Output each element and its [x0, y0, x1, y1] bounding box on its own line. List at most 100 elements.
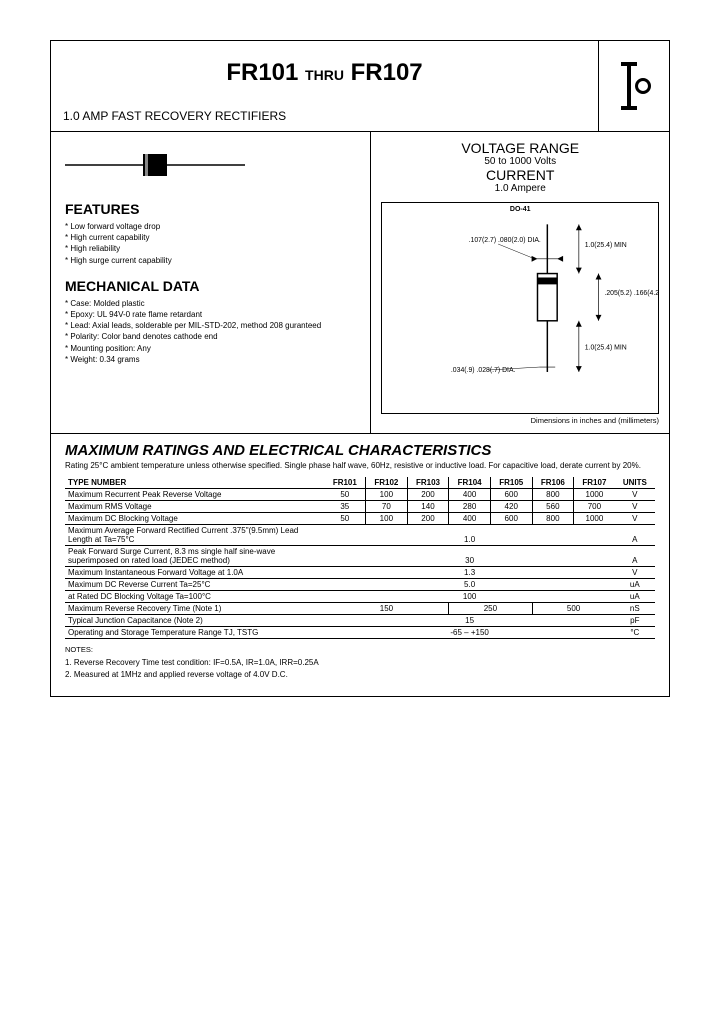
mech-item: Lead: Axial leads, solderable per MIL-ST… [65, 320, 356, 331]
row-value: 1000 [574, 513, 615, 525]
ratings-table: TYPE NUMBER FR101 FR102 FR103 FR104 FR10… [65, 477, 655, 639]
table-row: Maximum RMS Voltage3570140280420560700V [65, 501, 655, 513]
features-title: FEATURES [65, 201, 356, 217]
table-row: Peak Forward Surge Current, 8.3 ms singl… [65, 546, 655, 567]
row-unit: A [615, 546, 655, 567]
col-fr101: FR101 [325, 477, 366, 489]
row-label: Maximum Instantaneous Forward Voltage at… [65, 567, 325, 579]
feature-item: High reliability [65, 243, 356, 254]
title-right: FR107 [351, 59, 423, 86]
row-label: Maximum Average Forward Rectified Curren… [65, 525, 325, 546]
row-value-center: 100 [325, 591, 615, 603]
col-fr105: FR105 [490, 477, 532, 489]
row-value: 50 [325, 489, 366, 501]
dimension-note: Dimensions in inches and (millimeters) [381, 416, 659, 425]
row-value-span: 150 [325, 603, 449, 615]
row-unit: V [615, 501, 655, 513]
row-unit: uA [615, 579, 655, 591]
row-value: 35 [325, 501, 366, 513]
mechanical-title: MECHANICAL DATA [65, 278, 356, 294]
table-row: Operating and Storage Temperature Range … [65, 627, 655, 639]
row-value: 560 [532, 501, 574, 513]
table-row: Typical Junction Capacitance (Note 2)15p… [65, 615, 655, 627]
row-value-center: -65 – +150 [325, 627, 615, 639]
package-outline-diagram: DO-41 1.0(25.4) MIN .205(5.2 [381, 202, 659, 414]
row-value-span: 500 [532, 603, 615, 615]
current-text: 1.0 Ampere [381, 183, 659, 194]
note-item: 2. Measured at 1MHz and applied reverse … [65, 670, 655, 679]
table-header-row: TYPE NUMBER FR101 FR102 FR103 FR104 FR10… [65, 477, 655, 489]
voltage-range-block: VOLTAGE RANGE 50 to 1000 Volts CURRENT 1… [381, 140, 659, 194]
row-value-center: 1.3 [325, 567, 615, 579]
row-label: Maximum Reverse Recovery Time (Note 1) [65, 603, 325, 615]
row-unit: V [615, 513, 655, 525]
mech-item: Case: Molded plastic [65, 298, 356, 309]
voltage-column: VOLTAGE RANGE 50 to 1000 Volts CURRENT 1… [371, 132, 669, 433]
dim-dia2: .034(.9) .028(.7) DIA. [451, 367, 516, 374]
notes-title: NOTES: [65, 645, 655, 654]
row-label: Maximum DC Blocking Voltage [65, 513, 325, 525]
col-fr104: FR104 [449, 477, 491, 489]
table-row: at Rated DC Blocking Voltage Ta=100°C100… [65, 591, 655, 603]
col-fr103: FR103 [407, 477, 449, 489]
row-value-center: 15 [325, 615, 615, 627]
row-value: 400 [449, 513, 491, 525]
row-value: 200 [407, 489, 449, 501]
table-row: Maximum DC Blocking Voltage5010020040060… [65, 513, 655, 525]
diode-symbol-icon [65, 150, 245, 180]
note-item: 1. Reverse Recovery Time test condition:… [65, 658, 655, 667]
row-value: 800 [532, 489, 574, 501]
row-unit: V [615, 489, 655, 501]
row-value: 400 [449, 489, 491, 501]
col-units: UNITS [615, 477, 655, 489]
dim-body: .205(5.2) .166(4.2) [605, 290, 658, 297]
row-value: 280 [449, 501, 491, 513]
table-row: Maximum Average Forward Rectified Curren… [65, 525, 655, 546]
row-value: 800 [532, 513, 574, 525]
row-unit: V [615, 567, 655, 579]
row-value: 100 [366, 513, 408, 525]
row-value-center: 1.0 [325, 525, 615, 546]
feature-item: Low forward voltage drop [65, 221, 356, 232]
datasheet-page: FR101 THRU FR107 1.0 AMP FAST RECOVERY R… [50, 40, 670, 697]
row-value-span: 250 [449, 603, 532, 615]
ratings-note: Rating 25°C ambient temperature unless o… [65, 461, 655, 471]
mech-item: Epoxy: UL 94V-0 rate flame retardant [65, 309, 356, 320]
row-unit: uA [615, 591, 655, 603]
header: FR101 THRU FR107 1.0 AMP FAST RECOVERY R… [51, 41, 669, 132]
row-unit: °C [615, 627, 655, 639]
row-value: 50 [325, 513, 366, 525]
table-row: Maximum Reverse Recovery Time (Note 1)15… [65, 603, 655, 615]
manufacturer-logo [598, 41, 669, 131]
row-value: 1000 [574, 489, 615, 501]
ratings-title: MAXIMUM RATINGS AND ELECTRICAL CHARACTER… [65, 442, 655, 459]
table-row: Maximum DC Reverse Current Ta=25°C5.0uA [65, 579, 655, 591]
title-thru: THRU [305, 67, 344, 83]
row-unit: pF [615, 615, 655, 627]
row-value-center: 30 [325, 546, 615, 567]
header-title-block: FR101 THRU FR107 1.0 AMP FAST RECOVERY R… [51, 41, 598, 131]
dim-len2: 1.0(25.4) MIN [585, 344, 627, 351]
row-label: Maximum Recurrent Peak Reverse Voltage [65, 489, 325, 501]
voltage-range-text: 50 to 1000 Volts [381, 156, 659, 167]
notes-section: NOTES: 1. Reverse Recovery Time test con… [65, 645, 655, 679]
col-fr106: FR106 [532, 477, 574, 489]
row-label: Maximum RMS Voltage [65, 501, 325, 513]
row-label: Typical Junction Capacitance (Note 2) [65, 615, 325, 627]
feature-item: High current capability [65, 232, 356, 243]
title-left: FR101 [226, 59, 298, 86]
mech-item: Polarity: Color band denotes cathode end [65, 331, 356, 342]
row-value: 420 [490, 501, 532, 513]
page-title: FR101 THRU FR107 [63, 59, 586, 87]
page-subtitle: 1.0 AMP FAST RECOVERY RECTIFIERS [63, 109, 586, 123]
row-unit: nS [615, 603, 655, 615]
row-value: 140 [407, 501, 449, 513]
table-row: Maximum Instantaneous Forward Voltage at… [65, 567, 655, 579]
package-name: DO-41 [382, 206, 658, 213]
current-title: CURRENT [381, 167, 659, 183]
row-label: at Rated DC Blocking Voltage Ta=100°C [65, 591, 325, 603]
row-value-center: 5.0 [325, 579, 615, 591]
features-column: FEATURES Low forward voltage drop High c… [51, 132, 371, 433]
row-label: Peak Forward Surge Current, 8.3 ms singl… [65, 546, 325, 567]
col-fr102: FR102 [366, 477, 408, 489]
